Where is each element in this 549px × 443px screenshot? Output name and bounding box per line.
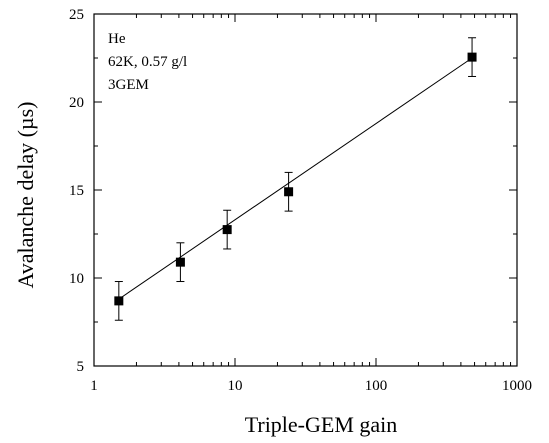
x-tick-label: 1 <box>90 378 98 394</box>
data-point <box>467 52 477 62</box>
data-point <box>284 187 294 197</box>
annotation-block: He 62K, 0.57 g/l 3GEM <box>108 31 187 93</box>
x-tick-label: 100 <box>365 378 388 394</box>
x-axis-title: Triple-GEM gain <box>245 412 398 437</box>
y-tick-label: 10 <box>69 271 84 287</box>
y-axis-title: Avalanche delay (µs) <box>13 102 38 289</box>
annotation-conditions: 62K, 0.57 g/l <box>108 54 187 70</box>
y-tick-label: 20 <box>69 95 84 111</box>
y-tick-label: 5 <box>77 359 85 375</box>
x-tick-label: 1000 <box>502 378 532 394</box>
y-tick-label: 25 <box>69 7 84 23</box>
x-tick-label: 10 <box>228 378 243 394</box>
annotation-gas: He <box>108 31 126 47</box>
data-point <box>222 225 232 235</box>
data-point <box>114 296 124 306</box>
fit-line <box>118 57 473 300</box>
annotation-detector: 3GEM <box>108 77 149 93</box>
y-tick-label: 15 <box>69 183 84 199</box>
data-point <box>175 257 185 267</box>
